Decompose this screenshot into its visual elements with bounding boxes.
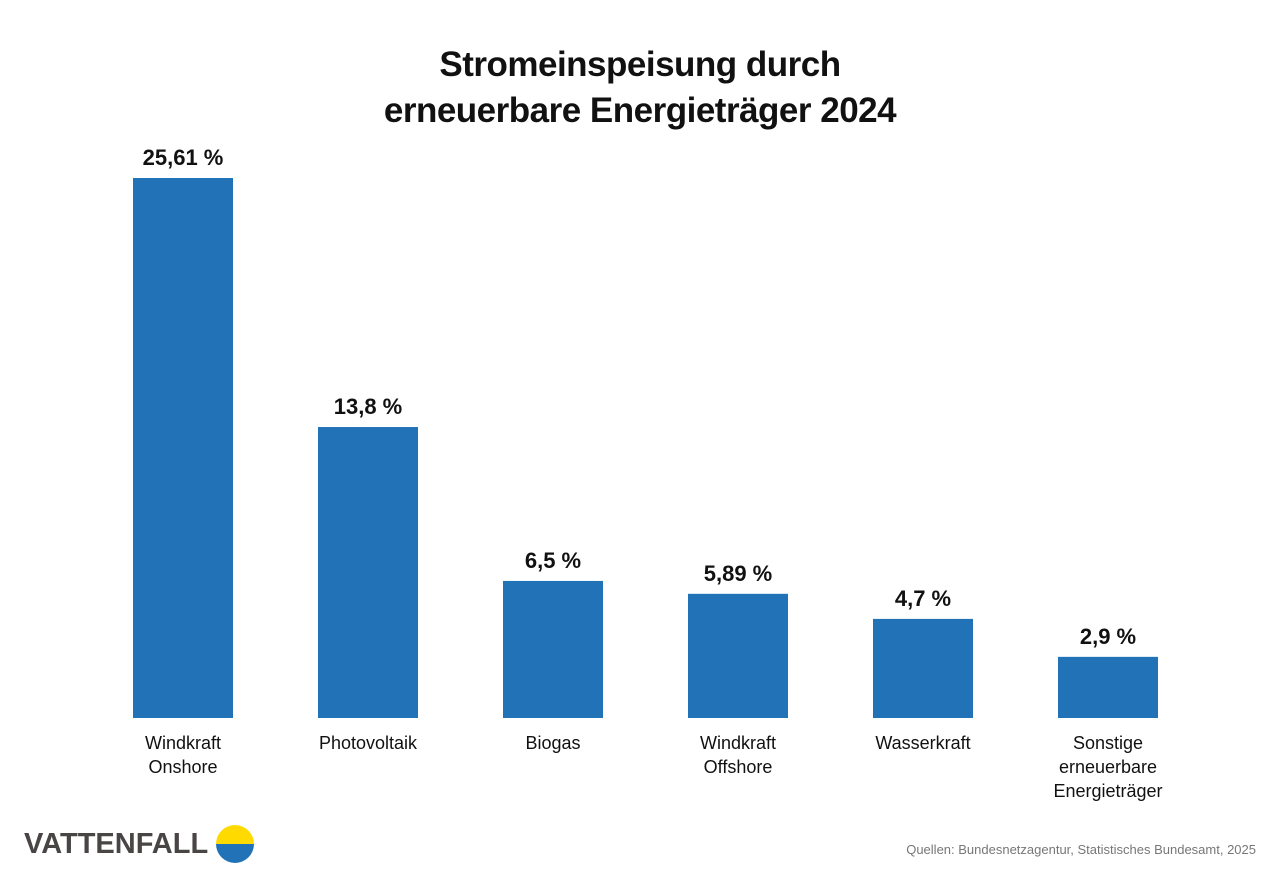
data-label-4: 4,7 % [895, 586, 951, 611]
logo-text: VATTENFALL [24, 827, 209, 860]
category-label-3: Windkraft Offshore [700, 733, 776, 777]
category-label-1: Photovoltaik [319, 733, 418, 753]
bar-0 [133, 178, 233, 718]
category-label-0: Windkraft Onshore [145, 733, 221, 777]
bar-2 [503, 580, 603, 718]
category-label-4: Wasserkraft [875, 733, 970, 753]
category-label-5: Sonstige erneuerbare Energieträger [1053, 733, 1162, 801]
chart-title-line-2: erneuerbare Energieträger 2024 [383, 91, 897, 130]
source-note: Quellen: Bundesnetzagentur, Statistische… [906, 842, 1256, 857]
data-label-5: 2,9 % [1080, 624, 1136, 649]
bar-1 [318, 427, 418, 718]
vattenfall-sun-icon [216, 825, 255, 863]
bar-4 [873, 618, 973, 718]
vattenfall-logo: VATTENFALL [24, 825, 255, 863]
chart-title: Stromeinspeisung durch erneuerbare Energ… [0, 42, 1280, 134]
data-label-3: 5,89 % [704, 561, 773, 586]
category-label-2: Biogas [525, 733, 580, 753]
chart-title-line-1: Stromeinspeisung durch [439, 45, 841, 84]
bar-5 [1058, 656, 1158, 718]
bar-3 [688, 593, 788, 718]
data-label-1: 13,8 % [334, 394, 403, 419]
data-label-0: 25,61 % [143, 145, 224, 170]
bar-chart: 25,61 % Windkraft Onshore 13,8 % Photovoltai… [133, 145, 1163, 801]
data-label-2: 6,5 % [525, 548, 581, 573]
